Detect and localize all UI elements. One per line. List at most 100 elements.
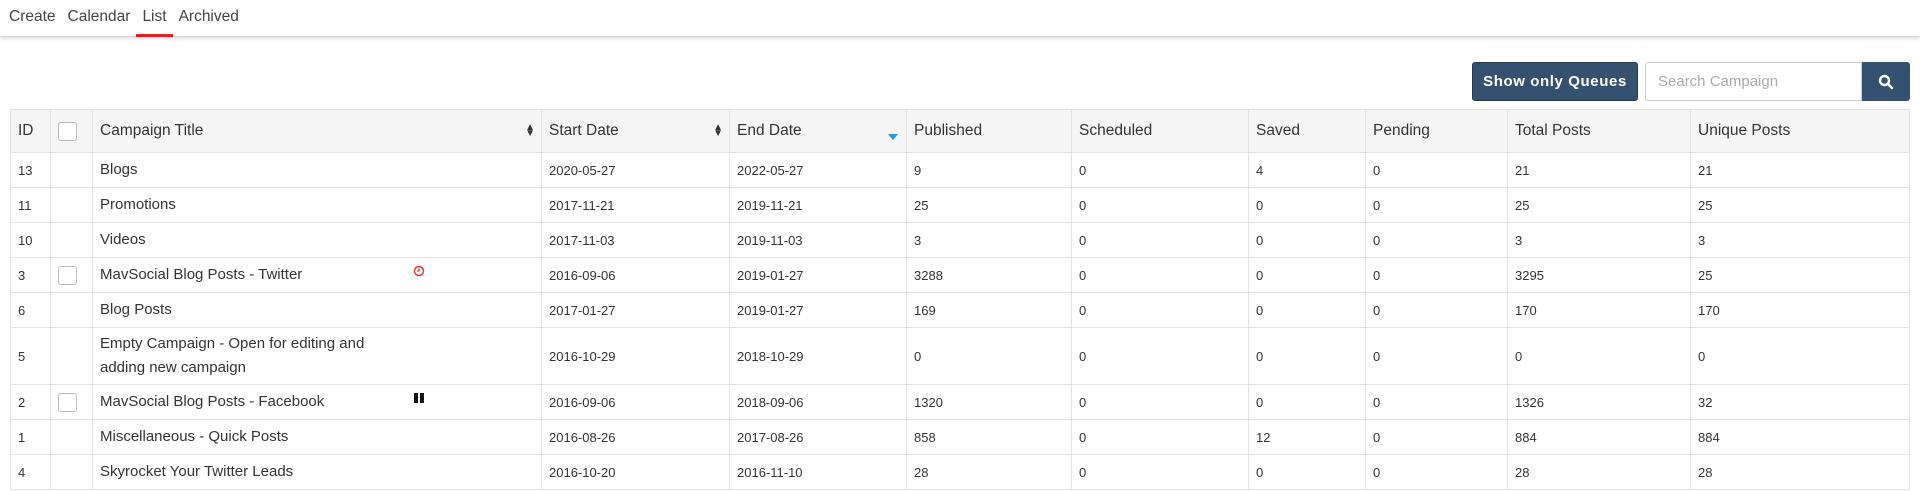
cell-end-date: 2022-05-27	[729, 152, 907, 188]
cell-select	[50, 257, 93, 293]
cell-scheduled: 0	[1071, 292, 1249, 328]
search-icon	[1878, 74, 1894, 89]
cell-id: 3	[10, 257, 51, 293]
header-scheduled: Scheduled	[1071, 109, 1249, 153]
cell-total: 21	[1507, 152, 1691, 188]
table-row[interactable]: 5 Empty Campaign - Open for editing and a…	[10, 327, 1910, 385]
pause-icon	[414, 393, 424, 403]
table-row[interactable]: 2 MavSocial Blog Posts - Facebook 2016-09-…	[10, 384, 1910, 420]
show-only-queues-button[interactable]: Show only Queues	[1472, 62, 1638, 101]
cell-total: 28	[1507, 454, 1691, 490]
cell-pending: 0	[1365, 152, 1508, 188]
table-row[interactable]: 4 Skyrocket Your Twitter Leads 2016-10-20 2…	[10, 454, 1910, 490]
campaign-title-link[interactable]: Miscellaneous - Quick Posts	[100, 428, 289, 445]
cell-total: 0	[1507, 327, 1691, 385]
cell-published: 3	[906, 222, 1072, 258]
cell-pending: 0	[1365, 384, 1508, 420]
cell-scheduled: 0	[1071, 152, 1249, 188]
campaign-title-link[interactable]: MavSocial Blog Posts - Facebook	[100, 393, 325, 410]
cell-saved: 0	[1248, 384, 1366, 420]
cell-scheduled: 0	[1071, 187, 1249, 223]
campaign-title-link[interactable]: Empty Campaign - Open for editing and ad…	[100, 335, 365, 376]
row-checkbox[interactable]	[58, 392, 77, 412]
cell-title[interactable]: Blog Posts	[92, 292, 542, 328]
cell-end-date: 2018-10-29	[729, 327, 907, 385]
header-start-date[interactable]: Start Date ▲ ▼	[541, 109, 730, 153]
cell-title[interactable]: Miscellaneous - Quick Posts	[92, 419, 542, 455]
cell-select	[50, 292, 93, 328]
campaign-title-link[interactable]: Promotions	[100, 196, 176, 213]
cell-id: 1	[10, 419, 51, 455]
cell-saved: 4	[1248, 152, 1366, 188]
cell-unique: 28	[1690, 454, 1910, 490]
cell-end-date: 2019-11-21	[729, 187, 907, 223]
table-row[interactable]: 11 Promotions 2017-11-21 2019-11-21 25 0 0 0 25 2…	[10, 187, 1910, 223]
cell-total: 884	[1507, 419, 1691, 455]
header-saved: Saved	[1248, 109, 1366, 153]
cell-pending: 0	[1365, 187, 1508, 223]
cell-id: 11	[10, 187, 51, 223]
cell-title[interactable]: MavSocial Blog Posts - Twitter	[92, 257, 542, 293]
cell-unique: 25	[1690, 187, 1910, 223]
cell-published: 9	[906, 152, 1072, 188]
select-all-checkbox[interactable]	[58, 121, 77, 141]
tab-archived[interactable]: Archived	[178, 8, 239, 25]
table-row[interactable]: 13 Blogs 2020-05-27 2022-05-27 9 0 4 0 21 21	[10, 152, 1910, 188]
header-start-label: Start Date	[549, 122, 619, 139]
cell-end-date: 2019-01-27	[729, 257, 907, 293]
table-row[interactable]: 1 Miscellaneous - Quick Posts 2016-08-26 20…	[10, 419, 1910, 455]
tab-create[interactable]: Create	[9, 8, 56, 25]
search-button[interactable]	[1862, 62, 1910, 101]
cell-start-date: 2017-11-21	[541, 187, 730, 223]
table-row[interactable]: 10 Videos 2017-11-03 2019-11-03 3 0 0 0 3 3	[10, 222, 1910, 258]
cell-select	[50, 222, 93, 258]
header-title-label: Campaign Title	[100, 122, 204, 139]
cell-scheduled: 0	[1071, 222, 1249, 258]
tab-list[interactable]: List	[136, 0, 173, 37]
header-published: Published	[906, 109, 1072, 153]
cell-saved: 0	[1248, 257, 1366, 293]
row-checkbox[interactable]	[58, 265, 77, 285]
header-pending: Pending	[1365, 109, 1508, 153]
cell-title[interactable]: Videos	[92, 222, 542, 258]
cell-start-date: 2016-09-06	[541, 384, 730, 420]
campaign-title-link[interactable]: MavSocial Blog Posts - Twitter	[100, 266, 303, 283]
sort-icon: ▲ ▼	[525, 122, 535, 139]
cell-saved: 0	[1248, 292, 1366, 328]
cell-title[interactable]: Skyrocket Your Twitter Leads	[92, 454, 542, 490]
table-row[interactable]: 3 MavSocial Blog Posts - Twitter 2016-09-0…	[10, 257, 1910, 293]
cell-title[interactable]: Empty Campaign - Open for editing and ad…	[92, 327, 542, 385]
cell-end-date: 2019-11-03	[729, 222, 907, 258]
cell-saved: 0	[1248, 187, 1366, 223]
header-title[interactable]: Campaign Title ▲ ▼	[92, 109, 542, 153]
cell-id: 6	[10, 292, 51, 328]
header-end-label: End Date	[737, 122, 802, 139]
cell-unique: 884	[1690, 419, 1910, 455]
cell-saved: 12	[1248, 419, 1366, 455]
cell-pending: 0	[1365, 454, 1508, 490]
cell-unique: 170	[1690, 292, 1910, 328]
cell-id: 13	[10, 152, 51, 188]
nav-tabs: Create Calendar List Archived	[0, 0, 1920, 37]
cell-id: 2	[10, 384, 51, 420]
cell-scheduled: 0	[1071, 419, 1249, 455]
header-end-date[interactable]: End Date	[729, 109, 907, 153]
cell-unique: 25	[1690, 257, 1910, 293]
campaign-title-link[interactable]: Skyrocket Your Twitter Leads	[100, 463, 294, 480]
cell-published: 858	[906, 419, 1072, 455]
cell-published: 28	[906, 454, 1072, 490]
campaign-title-link[interactable]: Blogs	[100, 161, 138, 178]
cell-title[interactable]: MavSocial Blog Posts - Facebook	[92, 384, 542, 420]
cell-title[interactable]: Promotions	[92, 187, 542, 223]
table-row[interactable]: 6 Blog Posts 2017-01-27 2019-01-27 169 0 0 0 170…	[10, 292, 1910, 328]
cell-select	[50, 187, 93, 223]
campaign-title-link[interactable]: Blog Posts	[100, 301, 172, 318]
tab-calendar[interactable]: Calendar	[67, 8, 131, 25]
cell-select	[50, 384, 93, 420]
search-input[interactable]	[1645, 62, 1862, 101]
cell-end-date: 2019-01-27	[729, 292, 907, 328]
cell-title[interactable]: Blogs	[92, 152, 542, 188]
cell-pending: 0	[1365, 257, 1508, 293]
campaign-title-link[interactable]: Videos	[100, 231, 146, 248]
header-total-posts: Total Posts	[1507, 109, 1691, 153]
